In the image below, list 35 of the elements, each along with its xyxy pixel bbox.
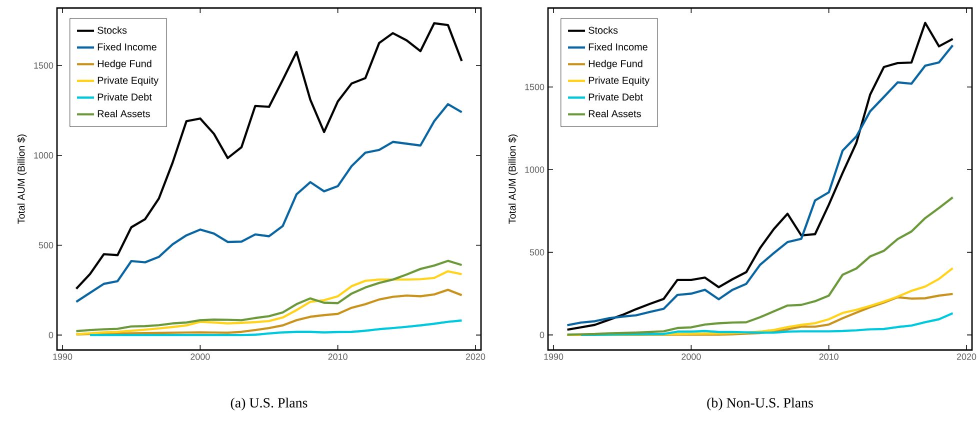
legend-label: Private Equity xyxy=(588,76,650,86)
legend-label: Stocks xyxy=(588,26,618,34)
x-tick-label: 1990 xyxy=(53,354,72,360)
y-axis-title: Total AUM (Billion $) xyxy=(17,134,27,224)
y-tick-label: 500 xyxy=(530,249,544,256)
legend-label: Fixed Income xyxy=(588,43,648,50)
y-tick-label: 0 xyxy=(48,332,54,338)
x-tick-label: 2020 xyxy=(956,354,976,360)
legend-label: Hedge Fund xyxy=(588,60,642,70)
legend-label: Private Equity xyxy=(98,76,159,86)
y-axis-title: Total AUM (Billion $) xyxy=(508,134,518,224)
y-tick-label: 1500 xyxy=(34,62,54,69)
y-tick-label: 500 xyxy=(38,242,54,248)
legend-label: Hedge Fund xyxy=(98,60,152,70)
x-tick-label: 2010 xyxy=(328,354,348,360)
y-tick-label: 1500 xyxy=(525,84,544,90)
y-tick-label: 1000 xyxy=(525,166,544,173)
y-tick-label: 1000 xyxy=(34,152,54,159)
x-tick-label: 2020 xyxy=(466,354,486,360)
line-series xyxy=(566,196,954,336)
legend-label: Real Assets xyxy=(98,110,150,118)
legend-label: Real Assets xyxy=(588,110,641,118)
legend-label: Stocks xyxy=(98,26,127,34)
text: (a) U.S. Plans xyxy=(230,398,308,410)
line-series xyxy=(75,260,463,332)
x-tick-label: 2000 xyxy=(190,354,210,360)
x-tick-label: 2010 xyxy=(819,354,838,360)
line-series xyxy=(75,22,463,290)
text: (b) Non-U.S. Plans xyxy=(707,398,813,410)
legend-label: Private Debt xyxy=(588,93,643,101)
legend-label: Fixed Income xyxy=(98,43,156,50)
x-tick-label: 1990 xyxy=(544,354,564,360)
x-tick-label: 2000 xyxy=(682,354,701,360)
y-tick-label: 0 xyxy=(540,332,544,338)
legend-label: Private Debt xyxy=(98,93,152,101)
